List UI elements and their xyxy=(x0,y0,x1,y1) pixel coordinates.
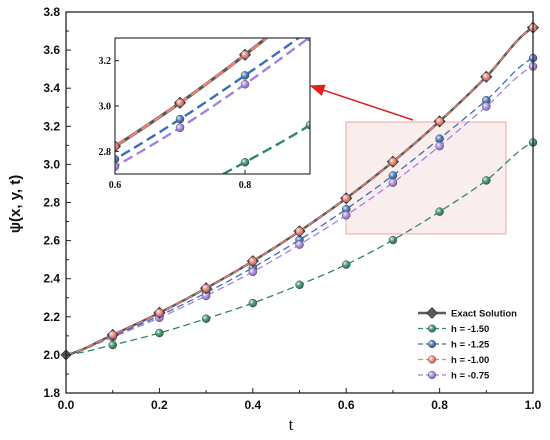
zoom-arrow xyxy=(309,84,414,121)
inset-point-s4-8-highlight xyxy=(241,80,249,89)
data-point-s1-7-highlight xyxy=(388,236,397,245)
inset-point-s1-9-highlight xyxy=(306,121,310,130)
inset-point-s3-9 xyxy=(306,0,314,6)
y-tick-label: 3.0 xyxy=(43,157,60,171)
data-point-s1-8-highlight xyxy=(435,207,444,216)
data-point-s3-8-highlight xyxy=(435,117,444,126)
legend-label-2: h = -1.25 xyxy=(451,340,490,351)
data-point-s1-5-highlight xyxy=(295,280,304,289)
y-tick-label: 2.6 xyxy=(43,234,60,248)
inset-point-s0-9 xyxy=(305,0,316,7)
legend: Exact Solution h = -1.50 h = -1.25 h = -1.0… xyxy=(418,307,517,382)
data-point-s1-6-highlight xyxy=(342,260,351,269)
y-tick-label: 3.4 xyxy=(43,81,60,95)
data-point-s3-5-highlight xyxy=(295,227,304,236)
inset-point-s4-7-highlight xyxy=(176,123,184,132)
data-point-s2-8-highlight xyxy=(435,134,444,143)
y-tick-label: 2.4 xyxy=(43,272,60,286)
data-point-s1-9-highlight xyxy=(482,176,491,185)
inset-y-tick-label: 3.2 xyxy=(99,56,112,67)
data-point-s3-6-highlight xyxy=(342,194,351,203)
data-point-s1-4-highlight xyxy=(248,299,257,308)
inset-y-tick-label: 2.8 xyxy=(99,147,112,158)
data-point-s1-3-highlight xyxy=(202,314,211,323)
series-line-2 xyxy=(66,57,533,356)
legend-marker-2-highlight xyxy=(428,340,436,348)
legend-label-3: h = -1.00 xyxy=(451,355,489,366)
y-axis: 1.8 2.0 2.2 2.4 2.6 2.8 3.0 3.2 3.4 3.6 3.8 xyxy=(43,5,71,400)
legend-label-0: Exact Solution xyxy=(451,309,517,320)
inset-x-tick-label: 0.6 xyxy=(109,180,122,191)
data-point-s2-6-highlight xyxy=(342,205,351,214)
legend-label-1: h = -1.50 xyxy=(451,324,489,335)
y-tick-label: 2.8 xyxy=(43,196,60,210)
inset-point-s1-8-highlight xyxy=(241,158,249,167)
inset-point-s3-9-highlight xyxy=(306,0,314,6)
data-point-s4-3-highlight xyxy=(202,291,211,300)
y-tick-label: 3.6 xyxy=(43,43,60,57)
x-axis-label: t xyxy=(289,415,294,434)
data-point-s3-2-highlight xyxy=(155,308,164,317)
inset-point-s4-9-highlight xyxy=(306,38,310,42)
inset-markers-layer xyxy=(115,0,316,171)
x-tick-label: 0.0 xyxy=(58,398,75,412)
data-point-s1-2-highlight xyxy=(155,328,164,337)
data-point-s2-9-highlight xyxy=(482,96,491,105)
legend-marker-0 xyxy=(426,307,438,319)
data-point-s3-1-highlight xyxy=(108,330,117,339)
inset-series-layer xyxy=(115,38,310,174)
inset-axes: 0.6 0.8 2.8 3.0 3.2 xyxy=(99,56,252,191)
y-tick-label: 3.8 xyxy=(43,5,60,19)
inset-point-s3-6-highlight xyxy=(115,142,119,151)
data-point-s4-4-highlight xyxy=(248,267,257,276)
data-point-s4-5-highlight xyxy=(295,240,304,249)
zoom-region xyxy=(345,121,507,235)
legend-marker-3-highlight xyxy=(428,355,436,364)
x-tick-label: 0.6 xyxy=(338,398,355,412)
data-point-s4-7-highlight xyxy=(388,178,397,187)
inset-series-line-4 xyxy=(115,38,310,168)
inset-point-s3-7-highlight xyxy=(176,98,184,107)
y-tick-label: 2.0 xyxy=(43,348,60,362)
inset-point-s2-8-highlight xyxy=(241,71,249,80)
inset-y-tick-label: 3.0 xyxy=(99,102,112,113)
x-tick-label: 0.2 xyxy=(151,398,168,412)
legend-marker-4-highlight xyxy=(428,371,436,379)
data-point-s2-7-highlight xyxy=(388,171,397,180)
legend-marker-1-highlight xyxy=(428,324,436,333)
inset-point-s2-6-highlight xyxy=(115,155,119,164)
y-axis-label: ψ(x, y, t) xyxy=(7,175,24,234)
data-point-s4-9-highlight xyxy=(482,102,491,111)
inset-point-s4-6-highlight xyxy=(115,162,119,171)
inset-series-line-2 xyxy=(115,38,301,161)
x-axis: 0.0 0.2 0.4 0.6 0.8 1.0 xyxy=(58,388,542,412)
y-tick-label: 1.8 xyxy=(43,386,60,400)
data-point-s4-6-highlight xyxy=(342,211,351,220)
data-point-s1-1-highlight xyxy=(108,340,117,349)
y-tick-label: 3.2 xyxy=(43,119,60,133)
data-point-s4-8-highlight xyxy=(435,142,444,151)
inset-x-tick-label: 0.8 xyxy=(239,180,252,191)
main-markers-layer xyxy=(60,21,540,361)
data-point-s3-4-highlight xyxy=(248,257,257,266)
y-tick-label: 2.2 xyxy=(43,310,60,324)
inset-point-s3-8-highlight xyxy=(241,50,249,59)
inset-series-line-1 xyxy=(220,123,310,174)
data-point-s3-3-highlight xyxy=(202,284,211,293)
x-tick-label: 1.0 xyxy=(525,398,542,412)
legend-label-4: h = -0.75 xyxy=(451,371,490,382)
data-point-s3-9-highlight xyxy=(482,72,491,81)
data-point-s3-7-highlight xyxy=(388,157,397,166)
x-tick-label: 0.4 xyxy=(244,398,261,412)
inset-point-s2-7-highlight xyxy=(176,115,184,124)
x-tick-label: 0.8 xyxy=(431,398,448,412)
